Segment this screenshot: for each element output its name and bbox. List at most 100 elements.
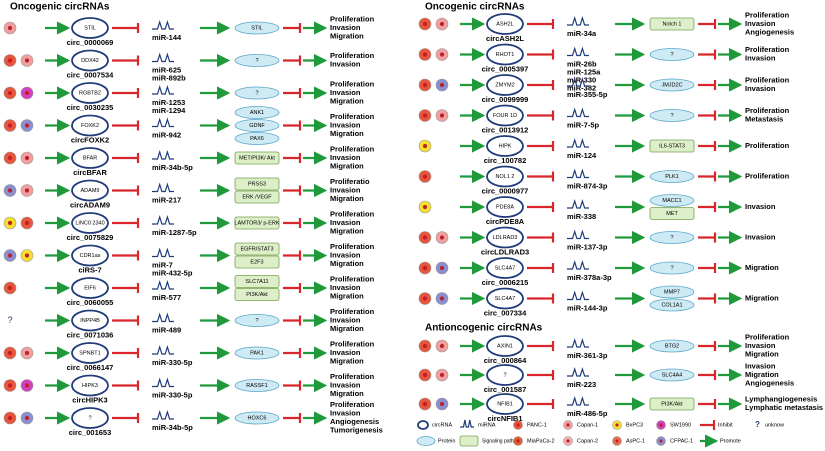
gene-label: NOL1 2: [496, 174, 515, 180]
outcome: Migration: [330, 389, 364, 398]
outcome: Invasion: [330, 348, 361, 357]
outcome: Invasion: [745, 54, 776, 63]
mirna-icon: [567, 198, 589, 209]
gene-label: HIPK3: [82, 383, 98, 389]
cell-line-core: [24, 253, 30, 258]
gene-label: EIF6: [84, 285, 96, 291]
gene-label: RGBTB2: [79, 90, 101, 96]
mirna-label: miR-34b-5p: [152, 163, 193, 172]
circ-label: circ_100782: [484, 156, 527, 165]
protein: [649, 261, 695, 275]
protein: [234, 106, 280, 119]
mirna-label: miR-1287-5p: [152, 228, 197, 237]
target-label: ANK1: [250, 110, 264, 116]
outcome: Invasion: [745, 202, 776, 211]
target-label: ?: [255, 318, 258, 324]
gene-label: ?: [88, 415, 91, 421]
mirna-label: miR-378a-3p: [567, 273, 612, 282]
gene-label: PDE8A: [496, 204, 514, 210]
legend-protein: [416, 436, 436, 446]
outcome: Proliferation: [330, 372, 375, 381]
mirna-icon: [567, 107, 589, 118]
mirna-icon: [567, 15, 589, 26]
outcome: Migration: [330, 324, 364, 333]
mirna-label: miR-34b-5p: [152, 423, 193, 432]
mirna-label: miR-34a: [567, 29, 597, 38]
outcome: Proliferation: [745, 10, 790, 19]
outcome: Invasion: [745, 84, 776, 93]
circrna: [71, 309, 109, 332]
circ-label: circ_0030235: [67, 103, 114, 112]
mirna-icon: [567, 46, 589, 57]
cell-line-core: [659, 439, 663, 443]
circ-label: circ_0006215: [482, 278, 529, 287]
mirna-label: miR-124: [567, 151, 597, 160]
section-title: Oncogenic circRNAs: [425, 2, 525, 13]
outcome: Migration: [330, 129, 364, 138]
outcome: Proliferation: [330, 400, 375, 409]
mirna-label: miR-26b: [567, 59, 597, 68]
circrna: [71, 244, 109, 267]
mirna-icon: [152, 214, 174, 225]
circ-label: circ_0013912: [482, 125, 529, 134]
outcome: Lymphangiogenesis: [745, 395, 817, 404]
section-title: Oncogenic circRNAs: [10, 2, 110, 13]
mirna-icon: [152, 247, 174, 258]
cell-line-core: [7, 383, 13, 388]
cell-line-core: [439, 296, 445, 301]
circrna: [486, 13, 524, 35]
target-label: MET: [666, 211, 678, 217]
circrna: [71, 49, 109, 72]
mirna-label: miR-432-5p: [152, 268, 193, 277]
cell-line-core: [439, 21, 445, 27]
legend-circrna: [417, 420, 429, 430]
legend-label: AsPC-1: [626, 438, 645, 444]
outcome: Angiogenesis: [330, 417, 379, 426]
target-label: MET/PI3K/ Akt: [239, 155, 275, 161]
outcome: Invasion: [745, 361, 776, 370]
circ-label: circNFIB1: [487, 414, 522, 423]
protein: [649, 78, 695, 92]
outcome: Angiogenesis: [745, 378, 794, 387]
legend-label: Capan-2: [577, 438, 598, 444]
gene-label: LDLRAD3: [493, 235, 518, 241]
mirna-label: miR-361-3p: [567, 351, 608, 360]
mirna-icon: [567, 290, 589, 301]
gene-label: ADAM9: [81, 188, 100, 194]
outcome: Proliferation: [745, 76, 790, 85]
outcome: Proliferation: [745, 106, 790, 115]
circ-label: circASH2L: [486, 34, 524, 43]
circrna: [71, 342, 109, 364]
legend-symbol: ?: [755, 420, 760, 429]
cell-line-core: [24, 123, 30, 128]
mirna-icon: [152, 19, 174, 30]
outcome: Migration: [330, 259, 364, 268]
outcome: Proliferation: [330, 274, 375, 283]
circ-label: circ_0007534: [67, 70, 115, 79]
pathway: [649, 207, 695, 220]
circrna: [71, 407, 109, 429]
outcome: Migration: [745, 370, 779, 379]
mirna-icon: [460, 419, 474, 428]
outcome: Invasion: [330, 218, 361, 227]
mirna-label: miR-338: [567, 212, 596, 221]
mirna-icon: [567, 168, 589, 179]
cell-line-core: [24, 188, 30, 193]
cell-line-core: [7, 25, 13, 31]
mirna-icon: [152, 409, 174, 420]
mirna-icon: [567, 337, 589, 348]
target-label: ?: [670, 52, 673, 58]
target-label: EGFR/STAT3: [240, 246, 273, 252]
circrna: [486, 43, 524, 66]
cell-line-core: [422, 113, 428, 118]
cell-line-core: [7, 123, 13, 128]
legend-label: Signaling pathway: [482, 438, 523, 444]
target-label: LAMTOR3/ p-ERK: [234, 220, 279, 226]
mirna-label: miR-892b: [152, 73, 186, 82]
outcome: Migration: [330, 31, 364, 40]
cell-line-core: [422, 235, 428, 240]
protein: [234, 314, 280, 327]
outcome: Angiogenesis: [745, 27, 794, 36]
outcome: Migration: [330, 356, 364, 365]
outcome: Invasion: [330, 88, 361, 97]
